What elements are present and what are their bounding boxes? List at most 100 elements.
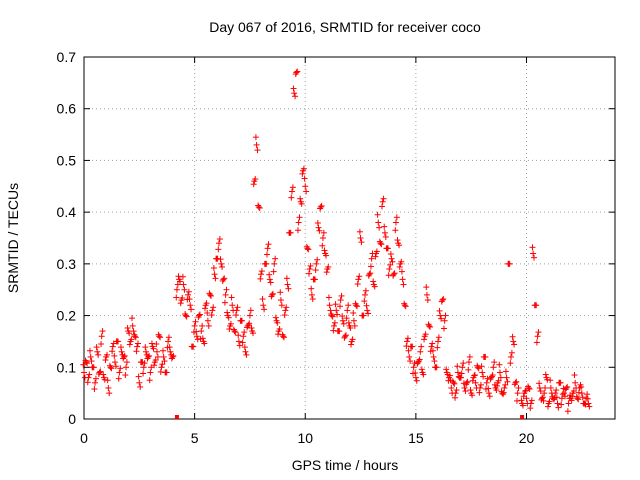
data-point: [218, 260, 225, 267]
data-point: [95, 371, 102, 378]
data-point: [407, 358, 414, 365]
data-point: [300, 165, 307, 172]
data-point: [584, 395, 591, 402]
x-axis-ticks: 0 5 10 15 20: [80, 57, 534, 446]
data-point: [443, 366, 450, 373]
data-point: [85, 374, 92, 381]
data-point: [353, 302, 360, 309]
data-point: [343, 315, 350, 322]
data-point: [204, 309, 211, 316]
data-point: [375, 219, 382, 226]
data-point: [585, 400, 592, 407]
data-point: [527, 400, 534, 407]
data-point: [490, 364, 497, 371]
data-point: [334, 311, 341, 318]
data-point: [452, 394, 459, 401]
data-point: [133, 348, 140, 355]
data-point: [182, 311, 189, 318]
data-point: [165, 338, 172, 345]
data-point: [294, 227, 301, 234]
data-point: [157, 368, 164, 375]
data-point: [500, 389, 507, 396]
data-point: [130, 328, 137, 335]
data-point: [283, 304, 290, 311]
data-point: [358, 239, 365, 246]
data-point: [84, 379, 91, 386]
data-point: [317, 203, 324, 210]
data-point: [439, 297, 446, 304]
data-point: [126, 341, 133, 348]
data-point: [518, 397, 525, 404]
data-point: [466, 353, 473, 360]
data-point: [540, 397, 547, 404]
data-point: [291, 90, 298, 97]
baseline-marker: [520, 415, 525, 419]
data-point: [547, 384, 554, 391]
data-point: [161, 358, 168, 365]
data-point: [463, 379, 470, 386]
data-point: [429, 340, 436, 347]
data-point: [365, 272, 372, 279]
data-point: [275, 331, 282, 338]
data-point: [578, 390, 585, 397]
data-point: [184, 291, 191, 298]
data-point: [459, 364, 466, 371]
data-point: [550, 395, 557, 402]
data-point: [210, 304, 217, 311]
data-point: [259, 296, 266, 303]
data-point: [558, 395, 565, 402]
data-point: [474, 362, 481, 369]
data-point: [233, 307, 240, 314]
data-point: [460, 360, 467, 367]
y-tick-label: 0.4: [57, 204, 77, 220]
data-point: [327, 307, 334, 314]
data-point: [277, 289, 284, 296]
data-point: [471, 372, 478, 379]
data-point: [425, 321, 432, 328]
data-point: [187, 302, 194, 309]
data-point: [513, 397, 520, 404]
data-point: [264, 245, 271, 252]
data-point: [159, 347, 166, 354]
data-point: [569, 393, 576, 400]
data-point: [160, 353, 167, 360]
data-point: [188, 306, 195, 313]
data-point: [533, 339, 540, 346]
data-point: [472, 379, 479, 386]
data-point: [553, 394, 560, 401]
data-point: [204, 317, 211, 324]
data-point: [285, 285, 292, 292]
data-point: [137, 359, 144, 366]
data-point: [283, 275, 290, 282]
data-point: [193, 333, 200, 340]
data-point: [319, 235, 326, 241]
data-point: [314, 256, 321, 263]
data-point: [80, 361, 87, 368]
data-point: [379, 198, 386, 205]
data-point: [261, 260, 268, 267]
data-point: [489, 372, 496, 379]
data-point: [355, 276, 362, 283]
data-point: [461, 384, 468, 391]
data-point: [390, 271, 397, 278]
data-point: [431, 358, 438, 365]
data-point: [310, 276, 317, 283]
grid: [84, 57, 615, 419]
data-point: [392, 227, 399, 234]
data-point: [301, 175, 308, 182]
data-point: [400, 281, 407, 288]
data-point: [146, 377, 153, 384]
data-point: [562, 386, 569, 393]
data-point: [186, 296, 193, 303]
data-point: [371, 283, 378, 290]
data-point: [101, 376, 108, 383]
data-point: [129, 322, 136, 329]
data-point: [561, 393, 568, 400]
data-point: [578, 383, 585, 390]
data-point: [505, 260, 512, 267]
data-point: [135, 373, 142, 380]
data-point: [332, 301, 339, 308]
data-point: [328, 312, 335, 319]
x-tick-label: 0: [80, 430, 88, 446]
data-point: [438, 315, 445, 322]
